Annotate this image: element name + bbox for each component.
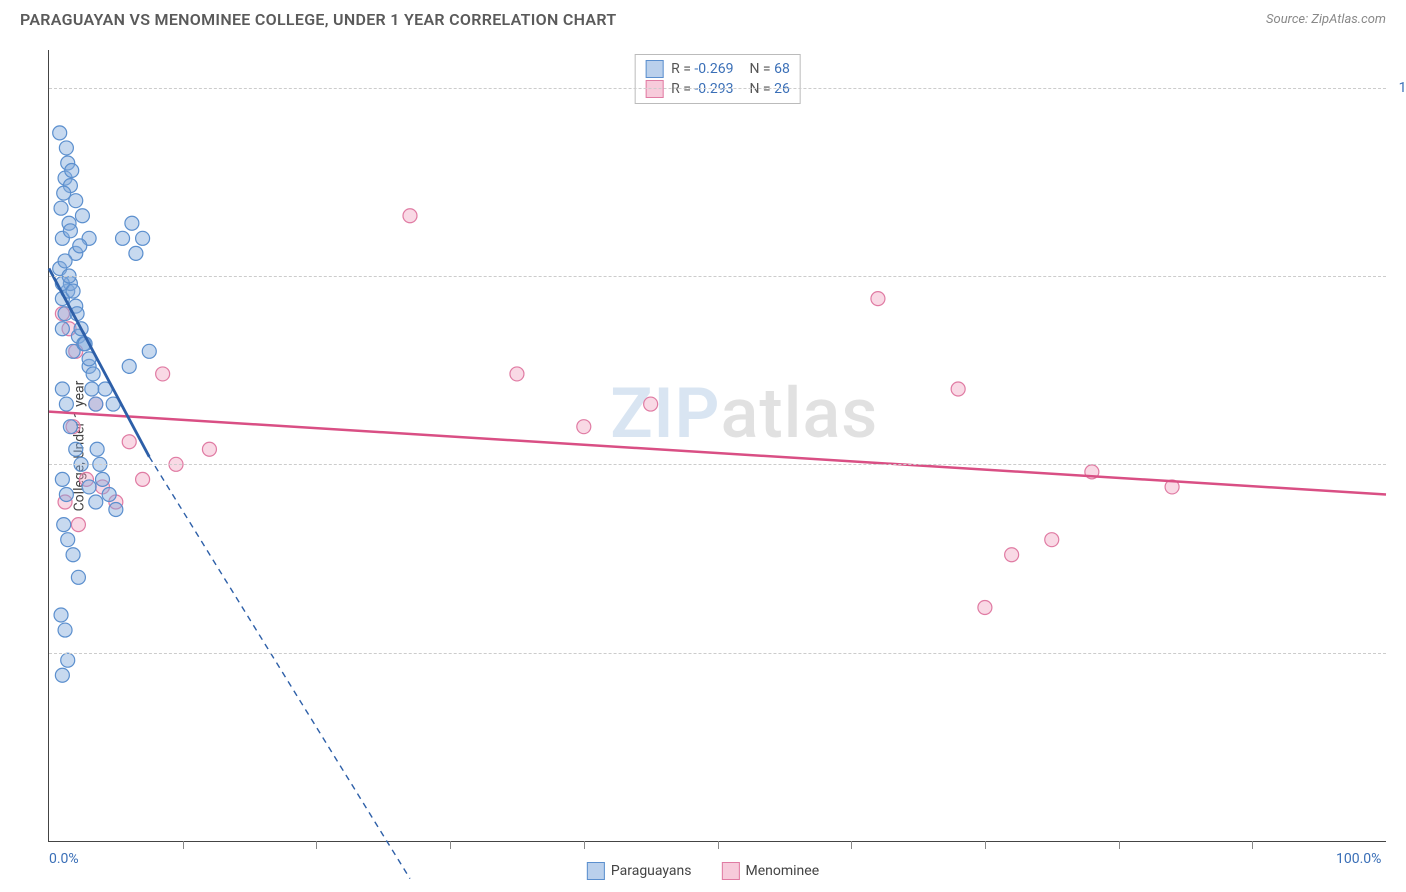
data-point [644,397,658,411]
data-point [102,487,116,501]
data-point [951,382,965,396]
data-point [69,442,83,456]
ytick-label: 50.0% [1392,456,1406,472]
gridline [49,276,1386,277]
data-point [59,141,73,155]
data-point [122,435,136,449]
data-point [54,201,68,215]
data-point [71,518,85,532]
data-point [871,292,885,306]
data-point [55,382,69,396]
xtick [985,841,986,849]
ytick-label: 100.0% [1392,80,1406,96]
data-point [55,472,69,486]
xtick-label: 100.0% [1336,851,1381,867]
data-point [1005,548,1019,562]
data-point [125,216,139,230]
data-point [57,518,71,532]
data-point [116,231,130,245]
data-point [978,600,992,614]
data-point [65,164,79,178]
data-point [82,480,96,494]
data-point [59,487,73,501]
data-point [85,382,99,396]
legend-label-paraguayans: Paraguayans [611,863,692,879]
data-point [136,231,150,245]
chart-plot-area: ZIPatlas R = -0.269 N = 68 R = -0.293 N … [48,50,1386,842]
legend-item-paraguayans: Paraguayans [587,862,692,880]
data-point [69,194,83,208]
data-point [73,239,87,253]
data-point [61,653,75,667]
data-point [86,367,100,381]
data-point [90,442,104,456]
gridline [49,653,1386,654]
data-point [89,495,103,509]
legend-label-menominee: Menominee [746,863,820,879]
source-label: Source: ZipAtlas.com [1266,12,1386,27]
data-point [95,472,109,486]
gridline [49,88,1386,89]
data-point [63,420,77,434]
data-point [577,420,591,434]
xtick [183,841,184,849]
data-point [122,359,136,373]
swatch-blue-icon [587,862,605,880]
data-point [66,548,80,562]
data-point [109,503,123,517]
data-point [89,397,103,411]
trend-line [149,457,410,879]
xtick [450,841,451,849]
data-point [75,209,89,223]
data-point [55,322,69,336]
data-point [142,344,156,358]
page-title: PARAGUAYAN VS MENOMINEE COLLEGE, UNDER 1… [20,10,617,29]
data-point [1045,533,1059,547]
trend-line [49,412,1386,495]
data-point [59,397,73,411]
xtick [584,841,585,849]
data-point [129,246,143,260]
xtick [1119,841,1120,849]
data-point [61,533,75,547]
scatter-svg [49,50,1386,841]
data-point [63,224,77,238]
data-point [53,126,67,140]
data-point [403,209,417,223]
xtick [316,841,317,849]
ytick-label: 25.0% [1392,645,1406,661]
data-point [202,442,216,456]
data-point [66,284,80,298]
ytick-label: 75.0% [1392,268,1406,284]
xtick [1252,841,1253,849]
data-point [156,367,170,381]
legend-item-menominee: Menominee [722,862,820,880]
xtick-label: 0.0% [49,851,79,867]
data-point [57,186,71,200]
gridline [49,464,1386,465]
data-point [54,608,68,622]
swatch-pink-icon [722,862,740,880]
data-point [58,254,72,268]
data-point [55,668,69,682]
data-point [136,472,150,486]
xtick [718,841,719,849]
data-point [58,623,72,637]
xtick [851,841,852,849]
data-point [510,367,524,381]
data-point [71,570,85,584]
legend-series: Paraguayans Menominee [587,862,819,880]
